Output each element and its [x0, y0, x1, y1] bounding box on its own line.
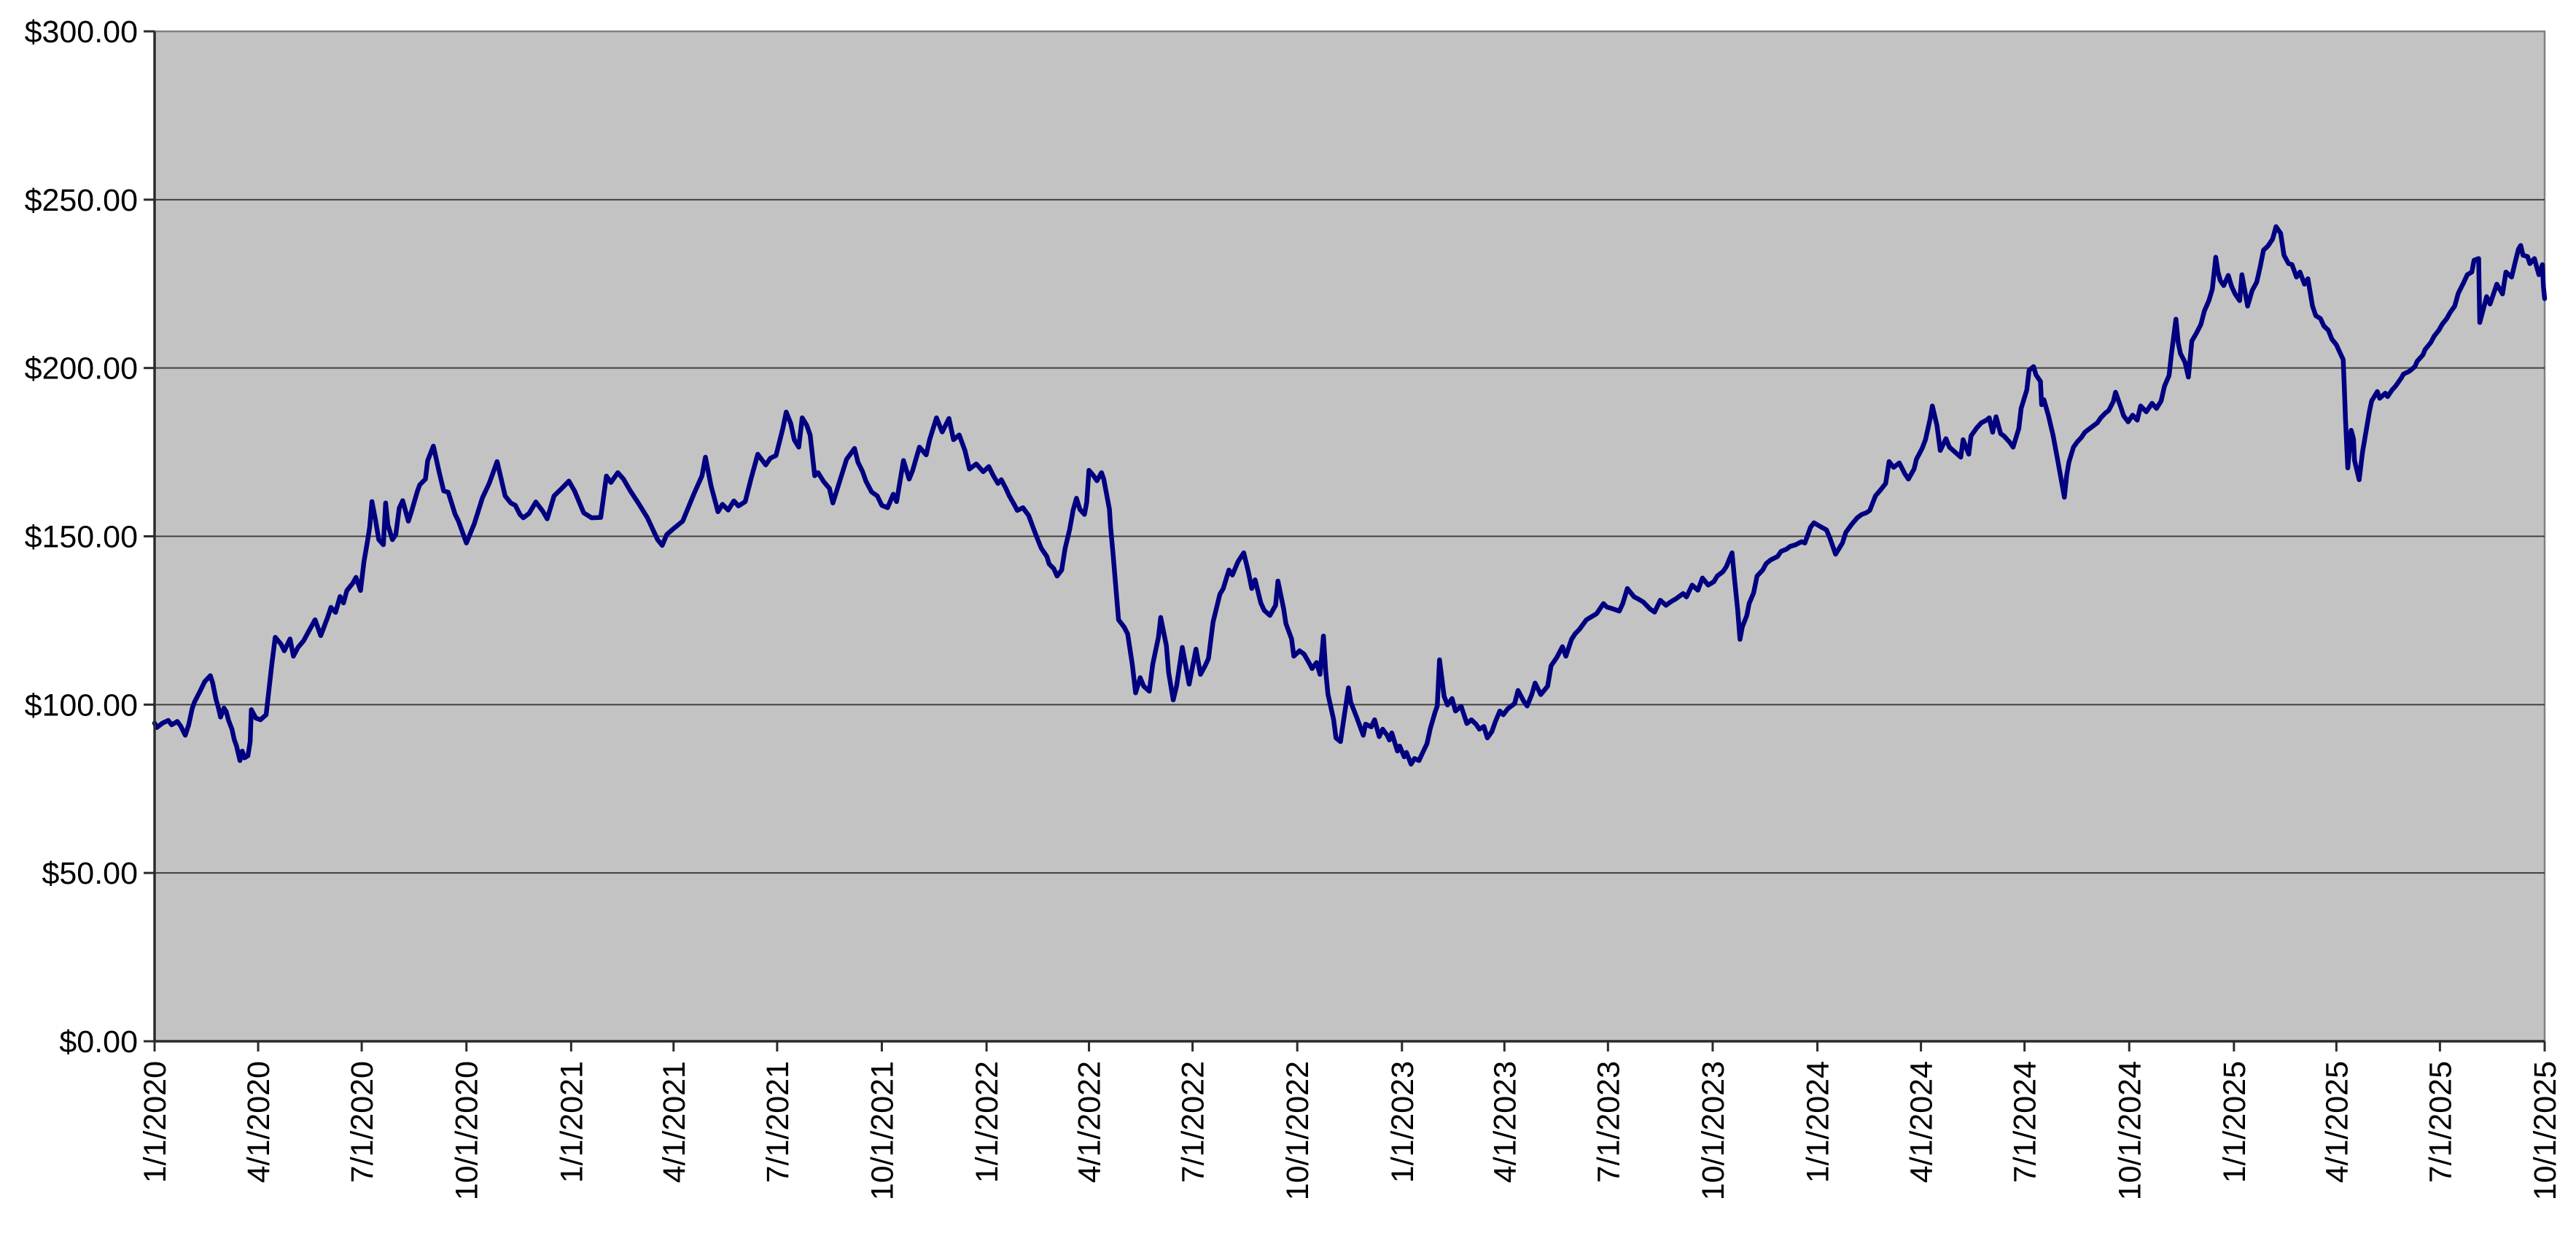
y-tick-label-100: $100.00 — [25, 688, 138, 723]
y-tick-label-300: $300.00 — [25, 15, 138, 50]
y-tick-label-0: $0.00 — [59, 1024, 138, 1059]
x-tick-label-4/1/2025: 4/1/2025 — [2319, 1061, 2354, 1183]
y-tick-label-250: $250.00 — [25, 183, 138, 218]
x-tick-label-1/1/2021: 1/1/2021 — [554, 1061, 589, 1183]
x-tick-label-10/1/2021: 10/1/2021 — [865, 1061, 900, 1200]
x-tick-label-10/1/2024: 10/1/2024 — [2112, 1061, 2147, 1200]
y-tick-label-150: $150.00 — [25, 520, 138, 555]
x-tick-label-1/1/2023: 1/1/2023 — [1385, 1061, 1420, 1183]
x-tick-label-4/1/2023: 4/1/2023 — [1487, 1061, 1522, 1183]
x-tick-label-4/1/2024: 4/1/2024 — [1904, 1061, 1939, 1183]
x-tick-label-10/1/2025: 10/1/2025 — [2528, 1061, 2563, 1200]
x-tick-label-7/1/2020: 7/1/2020 — [345, 1061, 380, 1183]
x-tick-label-1/1/2025: 1/1/2025 — [2217, 1061, 2252, 1183]
x-tick-label-7/1/2025: 7/1/2025 — [2423, 1061, 2458, 1183]
x-tick-label-10/1/2022: 10/1/2022 — [1280, 1061, 1315, 1200]
x-axis-labels: 1/1/2020 4/1/2020 7/1/2020 10/1/2020 1/1/202… — [138, 1041, 2563, 1200]
y-axis-labels: $0.00 $50.00 $100.00 $150.00 $200.00 $250.00 $… — [25, 15, 155, 1059]
x-tick-label-1/1/2020: 1/1/2020 — [138, 1061, 173, 1183]
x-tick-label-7/1/2023: 7/1/2023 — [1591, 1061, 1626, 1183]
x-tick-label-7/1/2024: 7/1/2024 — [2008, 1061, 2043, 1183]
x-tick-label-10/1/2023: 10/1/2023 — [1696, 1061, 1731, 1200]
y-tick-label-200: $200.00 — [25, 351, 138, 386]
x-tick-label-1/1/2024: 1/1/2024 — [1801, 1061, 1836, 1183]
x-tick-label-10/1/2020: 10/1/2020 — [450, 1061, 485, 1200]
x-tick-label-1/1/2022: 1/1/2022 — [970, 1061, 1005, 1183]
x-tick-label-7/1/2021: 7/1/2021 — [760, 1061, 795, 1183]
price-line — [152, 224, 2548, 767]
x-tick-label-4/1/2021: 4/1/2021 — [657, 1061, 692, 1183]
x-tick-label-4/1/2020: 4/1/2020 — [241, 1061, 276, 1183]
x-tick-label-7/1/2022: 7/1/2022 — [1176, 1061, 1211, 1183]
x-tick-label-4/1/2022: 4/1/2022 — [1073, 1061, 1108, 1183]
price-series-polyline — [152, 224, 2548, 767]
y-tick-label-50: $50.00 — [42, 856, 138, 891]
